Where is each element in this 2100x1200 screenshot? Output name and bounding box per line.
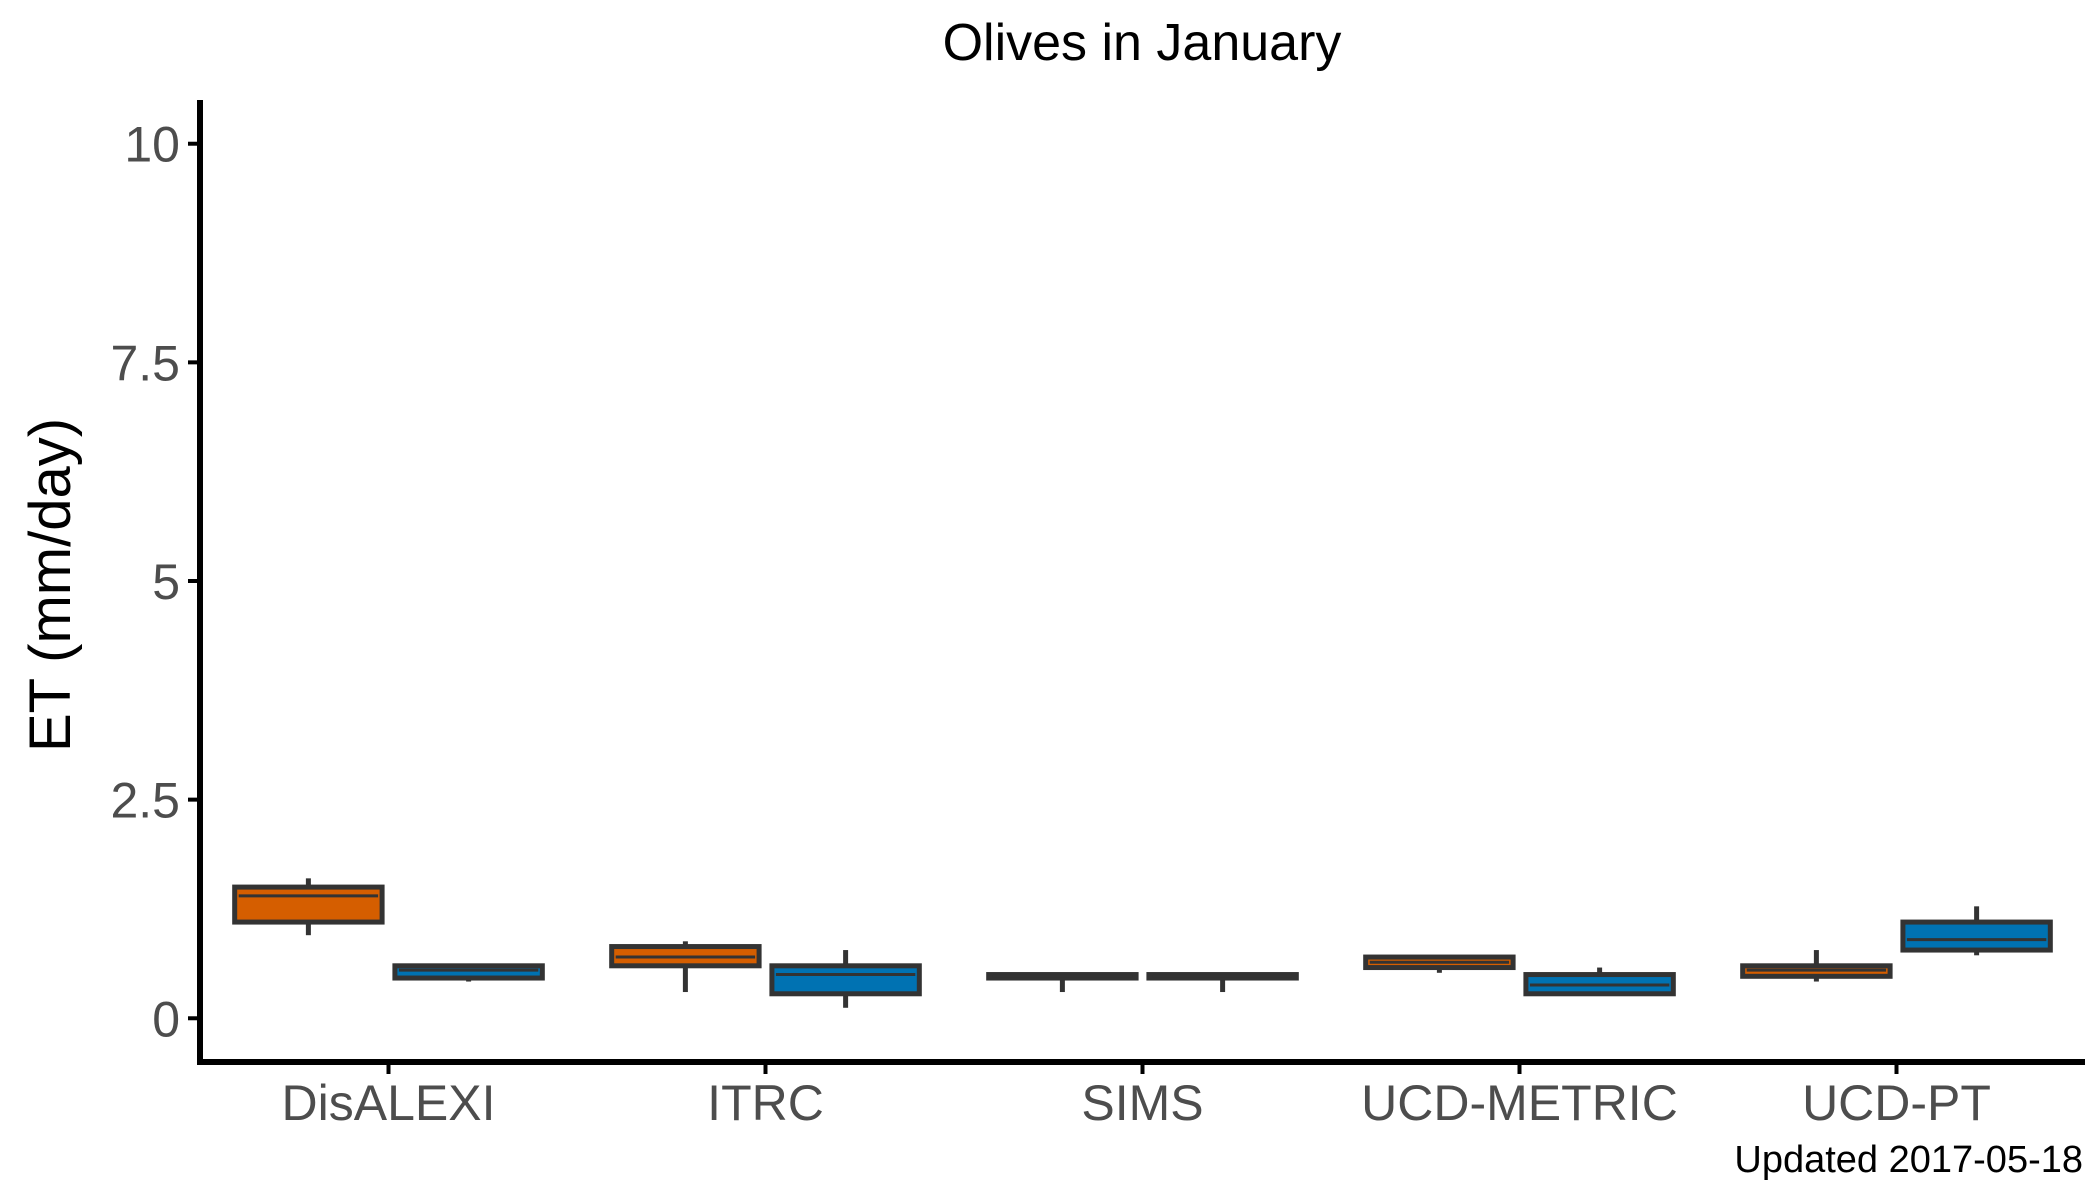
y-tick-label: 0 [152, 991, 180, 1047]
box-body [392, 963, 545, 981]
y-tick-label: 10 [124, 117, 180, 173]
x-axis-ticks: DisALEXI ITRC SIMS UCD-METRIC UCD-PT [282, 1062, 1991, 1131]
box-3-1 [1523, 967, 1676, 997]
box-body [232, 884, 385, 925]
x-tick-label: SIMS [1081, 1075, 1203, 1131]
y-tick-label: 5 [152, 554, 180, 610]
y-axis-ticks: 0 2.5 5 7.5 10 [110, 117, 200, 1047]
y-axis-label: ET (mm/day) [18, 418, 83, 752]
box-1-0 [609, 941, 762, 993]
x-tick-label: DisALEXI [282, 1075, 496, 1131]
chart-title: Olives in January [943, 14, 1342, 72]
box-0-0 [232, 878, 385, 936]
box-body [769, 963, 922, 997]
box-4-1 [1900, 906, 2053, 956]
x-tick-label: ITRC [707, 1075, 824, 1131]
x-tick-label: UCD-METRIC [1361, 1075, 1678, 1131]
x-tick-label: UCD-PT [1802, 1075, 1991, 1131]
box-0-1 [392, 963, 545, 982]
box-2-1 [1146, 972, 1299, 993]
y-tick-label: 2.5 [110, 773, 180, 829]
box-3-0 [1363, 954, 1516, 973]
y-tick-label: 7.5 [110, 335, 180, 391]
box-2-0 [986, 972, 1139, 993]
box-1-1 [769, 950, 922, 1008]
updated-caption: Updated 2017-05-18 [1734, 1139, 2083, 1181]
box-body [1900, 919, 2053, 953]
box-series [232, 878, 2053, 1008]
box-4-0 [1740, 950, 1893, 982]
